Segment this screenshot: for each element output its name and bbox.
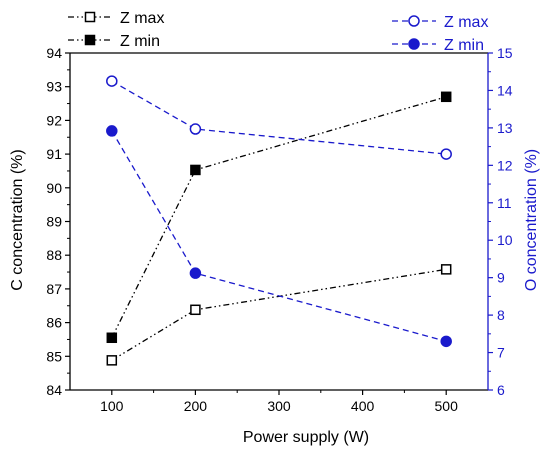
data-point-z-min-left: [440, 91, 452, 103]
left-y-tick-label: 85: [46, 348, 62, 364]
data-point-z-max-right: [440, 148, 452, 160]
left-y-tick-label: 84: [46, 382, 62, 398]
legend-label-z-min-left: Z min: [120, 33, 160, 50]
legend-marker-z-min-right: [408, 38, 420, 50]
right-y-tick-label: 12: [497, 157, 513, 173]
data-point-z-min-right: [189, 267, 202, 279]
right-y-tick-label: 14: [497, 82, 513, 98]
left-y-tick-label: 94: [46, 45, 62, 61]
left-y-tick-label: 91: [46, 146, 62, 162]
data-point-z-min-left: [106, 332, 118, 344]
legends: Z max Z min Z max Z min: [68, 10, 488, 54]
x-tick-label: 500: [435, 398, 459, 414]
legend-label-z-min-right: Z min: [444, 37, 484, 54]
data-point-z-max-left: [190, 304, 201, 316]
right-y-tick-label: 13: [497, 120, 513, 136]
right-y-axis-title: O concentration (%): [523, 149, 540, 291]
legend-label-z-max-right: Z max: [444, 14, 488, 31]
legend-marker-z-max-left: [84, 11, 96, 23]
right-y-tick-label: 8: [497, 307, 505, 323]
axes: 100 200 300 400 5008485868788899091929394678…: [46, 45, 512, 414]
x-tick-label: 300: [267, 398, 291, 414]
legend-marker-z-max-right: [408, 15, 420, 27]
data-point-z-max-right: [106, 75, 118, 87]
data-point-z-max-right: [189, 123, 202, 135]
data-point-z-min-right: [106, 125, 118, 137]
data-point-z-min-left: [190, 164, 201, 176]
data-point-z-max-left: [440, 264, 452, 275]
x-tick-label: 400: [351, 398, 375, 414]
right-y-tick-label: 9: [497, 270, 505, 286]
data-point-z-min-right: [440, 335, 452, 348]
right-y-tick-label: 6: [497, 382, 505, 398]
right-y-tick-label: 7: [497, 345, 505, 361]
legend-marker-z-min-left: [84, 34, 96, 46]
left-y-tick-label: 93: [46, 79, 62, 95]
left-y-tick-label: 90: [46, 180, 62, 196]
series-line-z-max-right: [111, 80, 447, 155]
left-y-tick-label: 88: [46, 247, 62, 263]
left-y-tick-label: 89: [46, 214, 62, 230]
x-axis-title: Power supply (W): [243, 429, 369, 446]
left-y-tick-label: 87: [46, 281, 62, 297]
left-y-tick-label: 86: [46, 315, 62, 331]
x-tick-label: 200: [184, 398, 208, 414]
series-line-z-max-left: [111, 268, 447, 361]
x-tick-label: 100: [100, 398, 124, 414]
right-y-tick-label: 10: [497, 232, 513, 248]
legend-label-z-max-left: Z max: [120, 10, 164, 27]
series: [106, 75, 452, 366]
left-y-tick-label: 92: [46, 112, 62, 128]
right-y-tick-label: 11: [497, 195, 512, 211]
left-y-axis-title: C concentration (%): [9, 149, 26, 290]
data-point-z-max-left: [106, 355, 118, 366]
right-y-tick-label: 15: [497, 45, 513, 61]
series-line-z-min-left: [111, 96, 447, 339]
